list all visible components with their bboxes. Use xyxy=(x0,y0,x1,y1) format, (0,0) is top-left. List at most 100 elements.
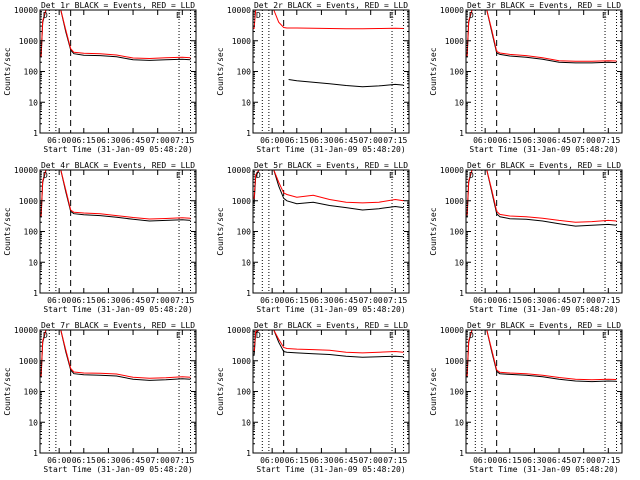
y-tick-label: 10 xyxy=(454,98,464,107)
corner-label-d: D xyxy=(469,11,474,20)
corner-label-e: E xyxy=(176,171,181,180)
x-tick-label: 07:15 xyxy=(596,456,620,465)
events-series-line xyxy=(253,170,404,211)
x-tick-label: 07:15 xyxy=(170,456,194,465)
y-tick-label: 100 xyxy=(237,228,252,237)
lld-series-line xyxy=(253,330,404,354)
x-tick-label: 06:15 xyxy=(72,296,96,305)
y-tick-label: 1 xyxy=(33,449,38,458)
y-tick-label: 100 xyxy=(450,228,465,237)
x-tick-label: 06:30 xyxy=(309,456,333,465)
y-tick-label: 10000 xyxy=(227,166,251,175)
x-tick-label: 06:00 xyxy=(473,136,497,145)
corner-label-d: D xyxy=(256,11,261,20)
x-tick-label: 07:00 xyxy=(572,296,596,305)
x-tick-label: 07:00 xyxy=(572,136,596,145)
y-tick-label: 100 xyxy=(24,228,39,237)
lld-series-line xyxy=(466,330,617,381)
y-tick-label: 10 xyxy=(241,258,251,267)
y-tick-label: 10000 xyxy=(14,326,38,335)
x-tick-label: 07:15 xyxy=(596,296,620,305)
y-tick-label: 1000 xyxy=(19,357,38,366)
panel-title: Det 1r BLACK = Events, RED = LLD xyxy=(41,1,195,10)
x-tick-label: 06:30 xyxy=(96,296,120,305)
x-tick-label: 06:00 xyxy=(47,456,71,465)
detector-panel-2: Det 2r BLACK = Events, RED = LLD 1 10 100 10… xyxy=(216,1,410,154)
x-tick-label: 06:15 xyxy=(498,456,522,465)
plot-frame xyxy=(39,169,197,294)
detector-panel-5: Det 5r BLACK = Events, RED = LLD 1 10 100 10… xyxy=(216,161,410,314)
corner-label-d: D xyxy=(256,331,261,340)
x-axis-label: Start Time (31-Jan-09 05:48:20) xyxy=(256,145,405,154)
panel-title: Det 4r BLACK = Events, RED = LLD xyxy=(41,161,195,170)
x-tick-label: 06:00 xyxy=(260,456,284,465)
corner-label-d: D xyxy=(469,331,474,340)
x-tick-label: 06:30 xyxy=(309,136,333,145)
x-tick-label: 06:30 xyxy=(522,136,546,145)
x-tick-label: 06:45 xyxy=(547,136,571,145)
lld-series-line xyxy=(253,10,404,30)
corner-label-d: D xyxy=(43,11,48,20)
corner-label-d: D xyxy=(256,171,261,180)
y-axis-label: Counts/sec xyxy=(216,367,225,415)
y-tick-label: 1 xyxy=(459,129,464,138)
corner-label-e: E xyxy=(602,171,607,180)
plot-frame xyxy=(252,329,410,454)
y-tick-label: 1 xyxy=(33,289,38,298)
y-tick-label: 1000 xyxy=(19,37,38,46)
corner-label-d: D xyxy=(43,331,48,340)
x-axis-label: Start Time (31-Jan-09 05:48:20) xyxy=(256,465,405,474)
x-tick-label: 06:30 xyxy=(96,456,120,465)
y-tick-label: 100 xyxy=(24,68,39,77)
y-tick-label: 10000 xyxy=(440,326,464,335)
y-tick-label: 10 xyxy=(241,418,251,427)
events-series-line xyxy=(40,170,191,222)
x-tick-label: 06:15 xyxy=(72,136,96,145)
x-tick-label: 06:45 xyxy=(334,296,358,305)
events-series-line xyxy=(466,10,617,64)
plot-frame xyxy=(39,329,197,454)
x-tick-label: 07:00 xyxy=(359,456,383,465)
x-tick-label: 06:00 xyxy=(260,296,284,305)
y-tick-label: 1 xyxy=(33,129,38,138)
detector-panel-1: Det 1r BLACK = Events, RED = LLD 1 10 100 10… xyxy=(3,1,197,154)
x-axis-label: Start Time (31-Jan-09 05:48:20) xyxy=(43,465,192,474)
y-axis-label: Counts/sec xyxy=(429,47,438,95)
events-series-line xyxy=(466,330,617,383)
corner-label-d: D xyxy=(43,171,48,180)
y-tick-label: 10 xyxy=(241,98,251,107)
detector-panel-3: Det 3r BLACK = Events, RED = LLD 1 10 100 10… xyxy=(429,1,623,154)
x-tick-label: 07:00 xyxy=(359,296,383,305)
x-tick-label: 06:15 xyxy=(285,456,309,465)
y-tick-label: 100 xyxy=(24,388,39,397)
y-tick-label: 10 xyxy=(28,418,38,427)
detector-panel-9: Det 9r BLACK = Events, RED = LLD 1 10 100 10… xyxy=(429,321,623,474)
lld-series-line xyxy=(466,170,617,223)
lld-series-line xyxy=(253,170,404,204)
lld-series-line xyxy=(466,10,617,62)
panel-title: Det 9r BLACK = Events, RED = LLD xyxy=(467,321,621,330)
y-tick-label: 1000 xyxy=(445,37,464,46)
x-tick-label: 07:15 xyxy=(170,296,194,305)
x-tick-label: 06:45 xyxy=(121,456,145,465)
x-tick-label: 06:00 xyxy=(47,136,71,145)
detector-panel-7: Det 7r BLACK = Events, RED = LLD 1 10 100 10… xyxy=(3,321,197,474)
x-axis-label: Start Time (31-Jan-09 05:48:20) xyxy=(256,305,405,314)
x-tick-label: 06:30 xyxy=(309,296,333,305)
x-axis-label: Start Time (31-Jan-09 05:48:20) xyxy=(43,145,192,154)
x-axis-label: Start Time (31-Jan-09 05:48:20) xyxy=(469,305,618,314)
y-tick-label: 10000 xyxy=(227,6,251,15)
y-axis-label: Counts/sec xyxy=(3,367,12,415)
y-tick-label: 1000 xyxy=(232,357,251,366)
y-tick-label: 1000 xyxy=(19,197,38,206)
panel-title: Det 5r BLACK = Events, RED = LLD xyxy=(254,161,408,170)
y-tick-label: 10000 xyxy=(227,326,251,335)
panel-title: Det 6r BLACK = Events, RED = LLD xyxy=(467,161,621,170)
x-tick-label: 07:00 xyxy=(146,136,170,145)
y-tick-label: 10 xyxy=(28,98,38,107)
y-tick-label: 1000 xyxy=(232,197,251,206)
y-tick-label: 10000 xyxy=(440,6,464,15)
detector-panel-8: Det 8r BLACK = Events, RED = LLD 1 10 100 10… xyxy=(216,321,410,474)
corner-label-e: E xyxy=(602,331,607,340)
